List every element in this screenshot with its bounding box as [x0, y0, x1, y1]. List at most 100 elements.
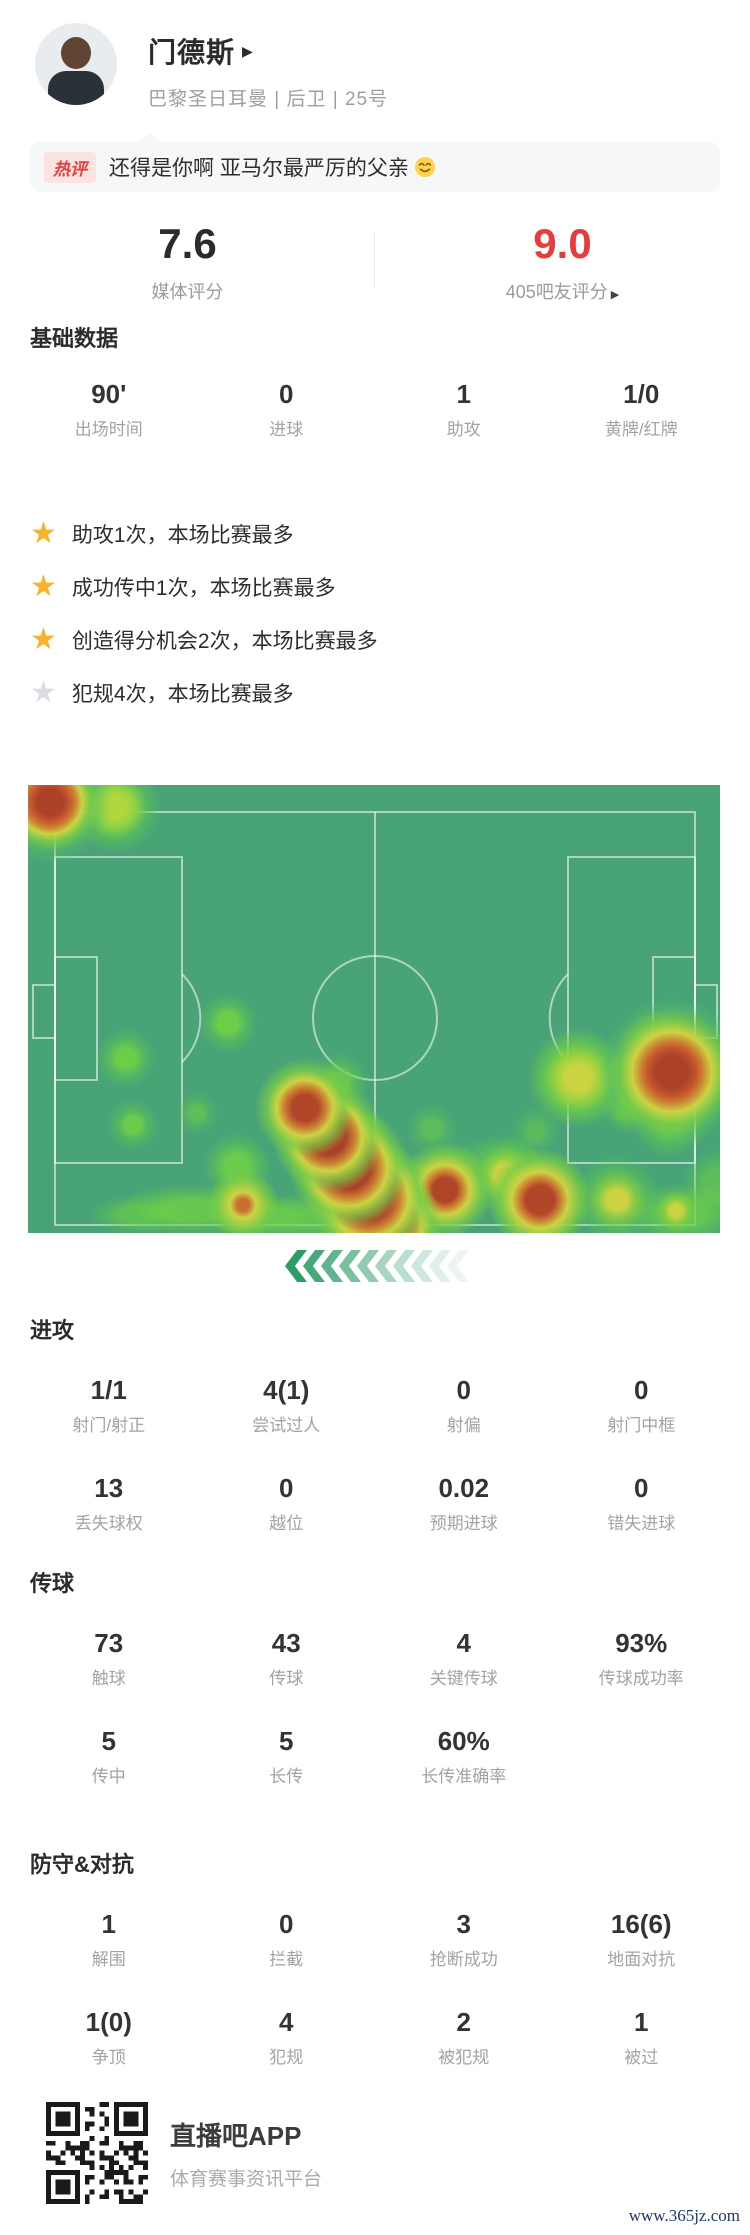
highlight-list: ★ 助攻1次，本场比赛最多 ★ 成功传中1次，本场比赛最多 ★ 创造得分机会2次，本场比赛…: [30, 518, 378, 730]
stat-value: 4: [279, 2007, 294, 2037]
stat-value: 4(1): [263, 1375, 310, 1405]
stat-label: 黄牌/红牌: [604, 420, 678, 439]
stat-cell: 16(6) 地面对抗: [553, 1908, 731, 1972]
stat-cell: 1 助攻: [375, 378, 553, 442]
chevron-left-icon: [447, 1250, 469, 1282]
media-rating-label: 媒体评分: [151, 282, 224, 302]
star-icon: ★: [30, 517, 57, 550]
stat-cell: 0 越位: [198, 1472, 376, 1536]
player-team-position: 巴黎圣日耳曼 | 后卫 | 25号: [148, 89, 389, 110]
star-icon: ★: [30, 570, 57, 603]
stat-cell: 43 传球: [198, 1627, 376, 1691]
stat-cell: 5 传中: [20, 1725, 198, 1789]
stat-value: 1/1: [90, 1375, 127, 1405]
stat-label: 地面对抗: [607, 1950, 676, 1969]
section-title-passing: 传球: [30, 1571, 75, 1596]
stat-cell: 1/1 射门/射正: [20, 1374, 198, 1438]
stat-label: 射偏: [446, 1416, 481, 1435]
stat-label: 长传: [269, 1767, 304, 1786]
stat-value: 5: [101, 1726, 116, 1756]
stat-cell: 5 长传: [198, 1725, 376, 1789]
stat-cell: 1 被过: [553, 2006, 731, 2070]
stat-value: 1: [456, 379, 471, 409]
stat-cell: 4(1) 尝试过人: [198, 1374, 376, 1438]
stat-value: 0.02: [438, 1473, 490, 1503]
section-defense: 防守&对抗 1 解围 0 拦截 3 抢断成功 16(6) 地面对抗 1(0) 争顶 4 犯规 2 被犯规 1…: [0, 1850, 750, 2070]
highlight-row: ★ 成功传中1次，本场比赛最多: [30, 571, 378, 603]
stat-label: 拦截: [269, 1950, 304, 1969]
stat-cell: 1/0 黄牌/红牌: [553, 378, 731, 442]
defense-stat-grid: 1 解围 0 拦截 3 抢断成功 16(6) 地面对抗 1(0) 争顶 4 犯规 2 被犯规 1 被过: [0, 1908, 750, 2070]
fans-rating-arrow-icon: ▶: [610, 289, 620, 301]
stat-value: 43: [271, 1628, 301, 1658]
avatar-shirt-shape: [48, 71, 104, 105]
ratings-divider: [374, 232, 375, 288]
stat-cell: 60% 长传准确率: [375, 1725, 553, 1789]
stat-value: 1: [101, 1909, 116, 1939]
stat-label: 越位: [269, 1514, 304, 1533]
highlight-row: ★ 助攻1次，本场比赛最多: [30, 518, 378, 550]
stat-value: 3: [456, 1909, 471, 1939]
section-passing: 传球 73 触球 43 传球 4 关键传球 93% 传球成功率 5 传中 5 长传 60% 长传准确率: [0, 1569, 750, 1789]
player-heatmap: [28, 785, 720, 1233]
highlight-text: 助攻1次，本场比赛最多: [71, 524, 294, 547]
stat-value: 0: [279, 379, 294, 409]
stat-value: 16(6): [610, 1909, 672, 1939]
stat-label: 出场时间: [74, 420, 143, 439]
section-basic-data: 基础数据 90' 出场时间 0 进球 1 助攻 1/0 黄牌/红牌: [0, 324, 750, 442]
stat-cell: 0 进球: [198, 378, 376, 442]
heat-overlay: [28, 785, 720, 1233]
fans-rating-value: 9.0: [533, 220, 592, 267]
stat-label: 触球: [91, 1669, 126, 1688]
stat-label: 犯规: [269, 2048, 304, 2067]
stat-cell: 0 拦截: [198, 1908, 376, 1972]
highlight-text: 创造得分机会2次，本场比赛最多: [71, 630, 378, 653]
stat-label: 射门/射正: [72, 1416, 146, 1435]
app-description: 体育赛事资讯平台: [170, 2169, 323, 2190]
avatar-head-shape: [61, 37, 91, 69]
stat-label: 关键传球: [429, 1669, 498, 1688]
section-title-attack: 进攻: [30, 1318, 75, 1343]
stat-label: 传中: [91, 1767, 126, 1786]
stat-cell: 0 错失进球: [553, 1472, 731, 1536]
stat-value: 5: [279, 1726, 294, 1756]
stat-cell: 4 犯规: [198, 2006, 376, 2070]
stat-cell: 13 丢失球权: [20, 1472, 198, 1536]
section-title-basic: 基础数据: [30, 326, 119, 351]
highlight-row: ★ 犯规4次，本场比赛最多: [30, 677, 378, 709]
stat-value: 90': [91, 379, 127, 409]
section-attack: 进攻 1/1 射门/射正 4(1) 尝试过人 0 射偏 0 射门中框 13 丢失球权 0 越位 0.02…: [0, 1316, 750, 1536]
stat-label: 解围: [91, 1950, 126, 1969]
basic-stat-grid: 90' 出场时间 0 进球 1 助攻 1/0 黄牌/红牌: [0, 378, 750, 442]
stat-cell: 1(0) 争顶: [20, 2006, 198, 2070]
stat-value: 0: [634, 1473, 649, 1503]
stat-label: 长传准确率: [421, 1767, 507, 1786]
stat-label: 被犯规: [438, 2048, 490, 2067]
stat-label: 错失进球: [607, 1514, 676, 1533]
stat-label: 助攻: [446, 420, 481, 439]
stat-value: 1/0: [623, 379, 660, 409]
stat-cell: 2 被犯规: [375, 2006, 553, 2070]
hot-comment-text: 还得是你啊 亚马尔最严厉的父亲: [109, 157, 409, 180]
app-name: 直播吧APP: [170, 2121, 302, 2151]
stat-value: 60%: [437, 1726, 490, 1756]
passing-stat-grid: 73 触球 43 传球 4 关键传球 93% 传球成功率 5 传中 5 长传 60% 长传准确率: [0, 1627, 750, 1789]
attack-stat-grid: 1/1 射门/射正 4(1) 尝试过人 0 射偏 0 射门中框 13 丢失球权 0 越位 0.02 预期进…: [0, 1374, 750, 1536]
stat-label: 射门中框: [607, 1416, 676, 1435]
stat-value: 0: [634, 1375, 649, 1405]
fans-rating[interactable]: 9.0 405吧友评分 ▶: [375, 222, 750, 304]
stat-value: 13: [94, 1473, 124, 1503]
stat-cell: 0.02 预期进球: [375, 1472, 553, 1536]
watermark: www.365jz.com: [628, 2206, 740, 2225]
smiling-face-emoji-icon: [414, 157, 435, 177]
stat-value: 0: [279, 1909, 294, 1939]
stat-label: 传球成功率: [598, 1669, 684, 1688]
stat-value: 4: [456, 1628, 471, 1658]
stat-cell: 0 射偏: [375, 1374, 553, 1438]
stat-value: 2: [456, 2007, 471, 2037]
stat-label: 尝试过人: [252, 1416, 321, 1435]
stat-label: 传球: [269, 1669, 304, 1688]
hot-comment-bubble[interactable]: 热评 还得是你啊 亚马尔最严厉的父亲: [30, 142, 720, 192]
player-name-row[interactable]: 门德斯 ▶: [148, 31, 253, 71]
stat-value: 0: [279, 1473, 294, 1503]
